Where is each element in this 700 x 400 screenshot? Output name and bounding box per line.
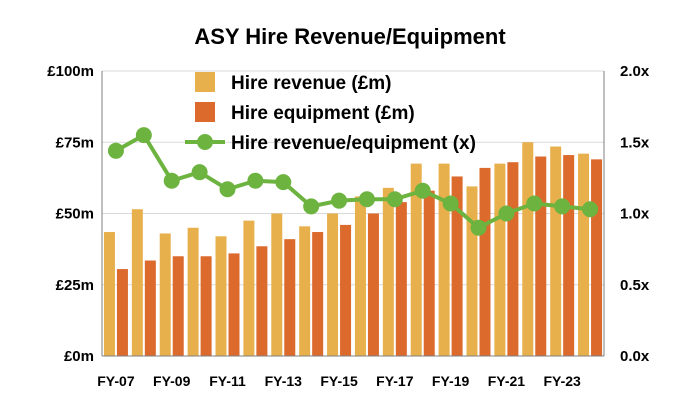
ratio-point bbox=[358, 191, 375, 208]
bar-hire-revenue bbox=[271, 213, 283, 356]
bar-hire-equipment bbox=[284, 239, 296, 356]
ratio-point bbox=[554, 198, 571, 215]
bar-hire-equipment bbox=[116, 269, 128, 356]
bar-hire-revenue bbox=[382, 187, 394, 356]
bar-hire-equipment bbox=[144, 260, 156, 356]
bar-hire-equipment bbox=[367, 213, 379, 356]
ratio-point bbox=[163, 172, 180, 189]
bar-hire-revenue bbox=[522, 142, 534, 356]
bar-hire-equipment bbox=[312, 232, 324, 356]
ratio-point bbox=[470, 219, 487, 236]
legend-swatch-ratio-marker bbox=[197, 134, 213, 150]
x-tick-label: FY-19 bbox=[432, 373, 470, 389]
axes: £0m 0.0x £25m 0.5x £50m 1.0x £75m 1.5x £100m 2.0x… bbox=[47, 63, 650, 389]
bar-hire-equipment bbox=[479, 167, 491, 356]
ratio-point bbox=[498, 205, 515, 222]
x-tick-label: FY-11 bbox=[209, 373, 246, 389]
bar-hire-equipment bbox=[451, 176, 463, 356]
bar-hire-revenue bbox=[215, 236, 227, 356]
bar-hire-revenue bbox=[494, 163, 506, 356]
y-right-tick-label: 1.5x bbox=[620, 134, 650, 151]
bar-hire-revenue bbox=[299, 226, 311, 356]
bar-hire-revenue bbox=[243, 220, 255, 356]
bar-hire-revenue bbox=[187, 227, 199, 356]
bar-hire-equipment bbox=[228, 253, 240, 356]
bar-hire-equipment bbox=[256, 246, 268, 356]
bars bbox=[103, 142, 603, 356]
bar-hire-equipment bbox=[535, 156, 547, 356]
y-left-tick-label: £25m bbox=[56, 277, 94, 294]
legend-label: Hire equipment (£m) bbox=[231, 103, 415, 124]
bar-hire-equipment bbox=[395, 202, 407, 356]
y-right-tick-label: 0.5x bbox=[620, 277, 650, 294]
y-right-tick-label: 0.0x bbox=[620, 348, 650, 365]
legend-label: Hire revenue (£m) bbox=[231, 73, 392, 94]
ratio-point bbox=[191, 164, 208, 181]
y-left-tick-label: £0m bbox=[64, 348, 94, 365]
bar-hire-revenue bbox=[438, 163, 450, 356]
ratio-point bbox=[303, 198, 320, 215]
bar-hire-revenue bbox=[410, 163, 422, 356]
y-left-tick-label: £50m bbox=[56, 206, 94, 223]
y-left-tick-label: £75m bbox=[56, 134, 94, 151]
ratio-point bbox=[107, 142, 124, 159]
bar-hire-revenue bbox=[103, 232, 115, 356]
bar-hire-equipment bbox=[340, 224, 352, 356]
y-right-tick-label: 1.0x bbox=[620, 206, 650, 223]
bar-hire-revenue bbox=[354, 196, 366, 356]
bar-hire-equipment bbox=[200, 256, 212, 356]
bar-hire-revenue bbox=[327, 213, 339, 356]
bar-hire-revenue bbox=[131, 209, 143, 356]
ratio-point bbox=[386, 191, 403, 208]
bar-hire-equipment bbox=[563, 155, 575, 356]
y-right-tick-label: 2.0x bbox=[620, 63, 650, 80]
bar-hire-revenue bbox=[159, 233, 171, 356]
ratio-point bbox=[331, 192, 348, 209]
ratio-point bbox=[414, 182, 431, 199]
bar-hire-equipment bbox=[172, 256, 184, 356]
x-tick-label: FY-15 bbox=[320, 373, 358, 389]
x-tick-label: FY-23 bbox=[543, 373, 581, 389]
chart-title: ASY Hire Revenue/Equipment bbox=[194, 24, 506, 49]
bar-hire-equipment bbox=[423, 190, 435, 356]
bar-hire-revenue bbox=[578, 153, 590, 356]
ratio-point bbox=[135, 127, 152, 144]
x-tick-label: FY-21 bbox=[488, 373, 526, 389]
x-tick-label: FY-09 bbox=[153, 373, 191, 389]
legend: Hire revenue (£m) Hire equipment (£m) Hire… bbox=[185, 72, 476, 154]
ratio-point bbox=[275, 174, 292, 191]
x-tick-label: FY-07 bbox=[97, 373, 135, 389]
ratio-point bbox=[219, 181, 236, 198]
bar-hire-revenue bbox=[550, 146, 562, 356]
ratio-point bbox=[526, 195, 543, 212]
legend-swatch-hire-equipment bbox=[195, 102, 215, 122]
legend-swatch-hire-revenue bbox=[195, 72, 215, 92]
bar-hire-equipment bbox=[591, 159, 603, 356]
legend-label: Hire revenue/equipment (x) bbox=[231, 133, 476, 154]
ratio-point bbox=[582, 201, 599, 218]
bar-hire-equipment bbox=[507, 162, 519, 356]
x-tick-label: FY-13 bbox=[265, 373, 303, 389]
bar-hire-revenue bbox=[466, 186, 478, 356]
y-left-tick-label: £100m bbox=[47, 63, 94, 80]
x-tick-label: FY-17 bbox=[376, 373, 414, 389]
ratio-line bbox=[107, 127, 599, 236]
ratio-point bbox=[442, 195, 459, 212]
ratio-point bbox=[247, 172, 264, 189]
